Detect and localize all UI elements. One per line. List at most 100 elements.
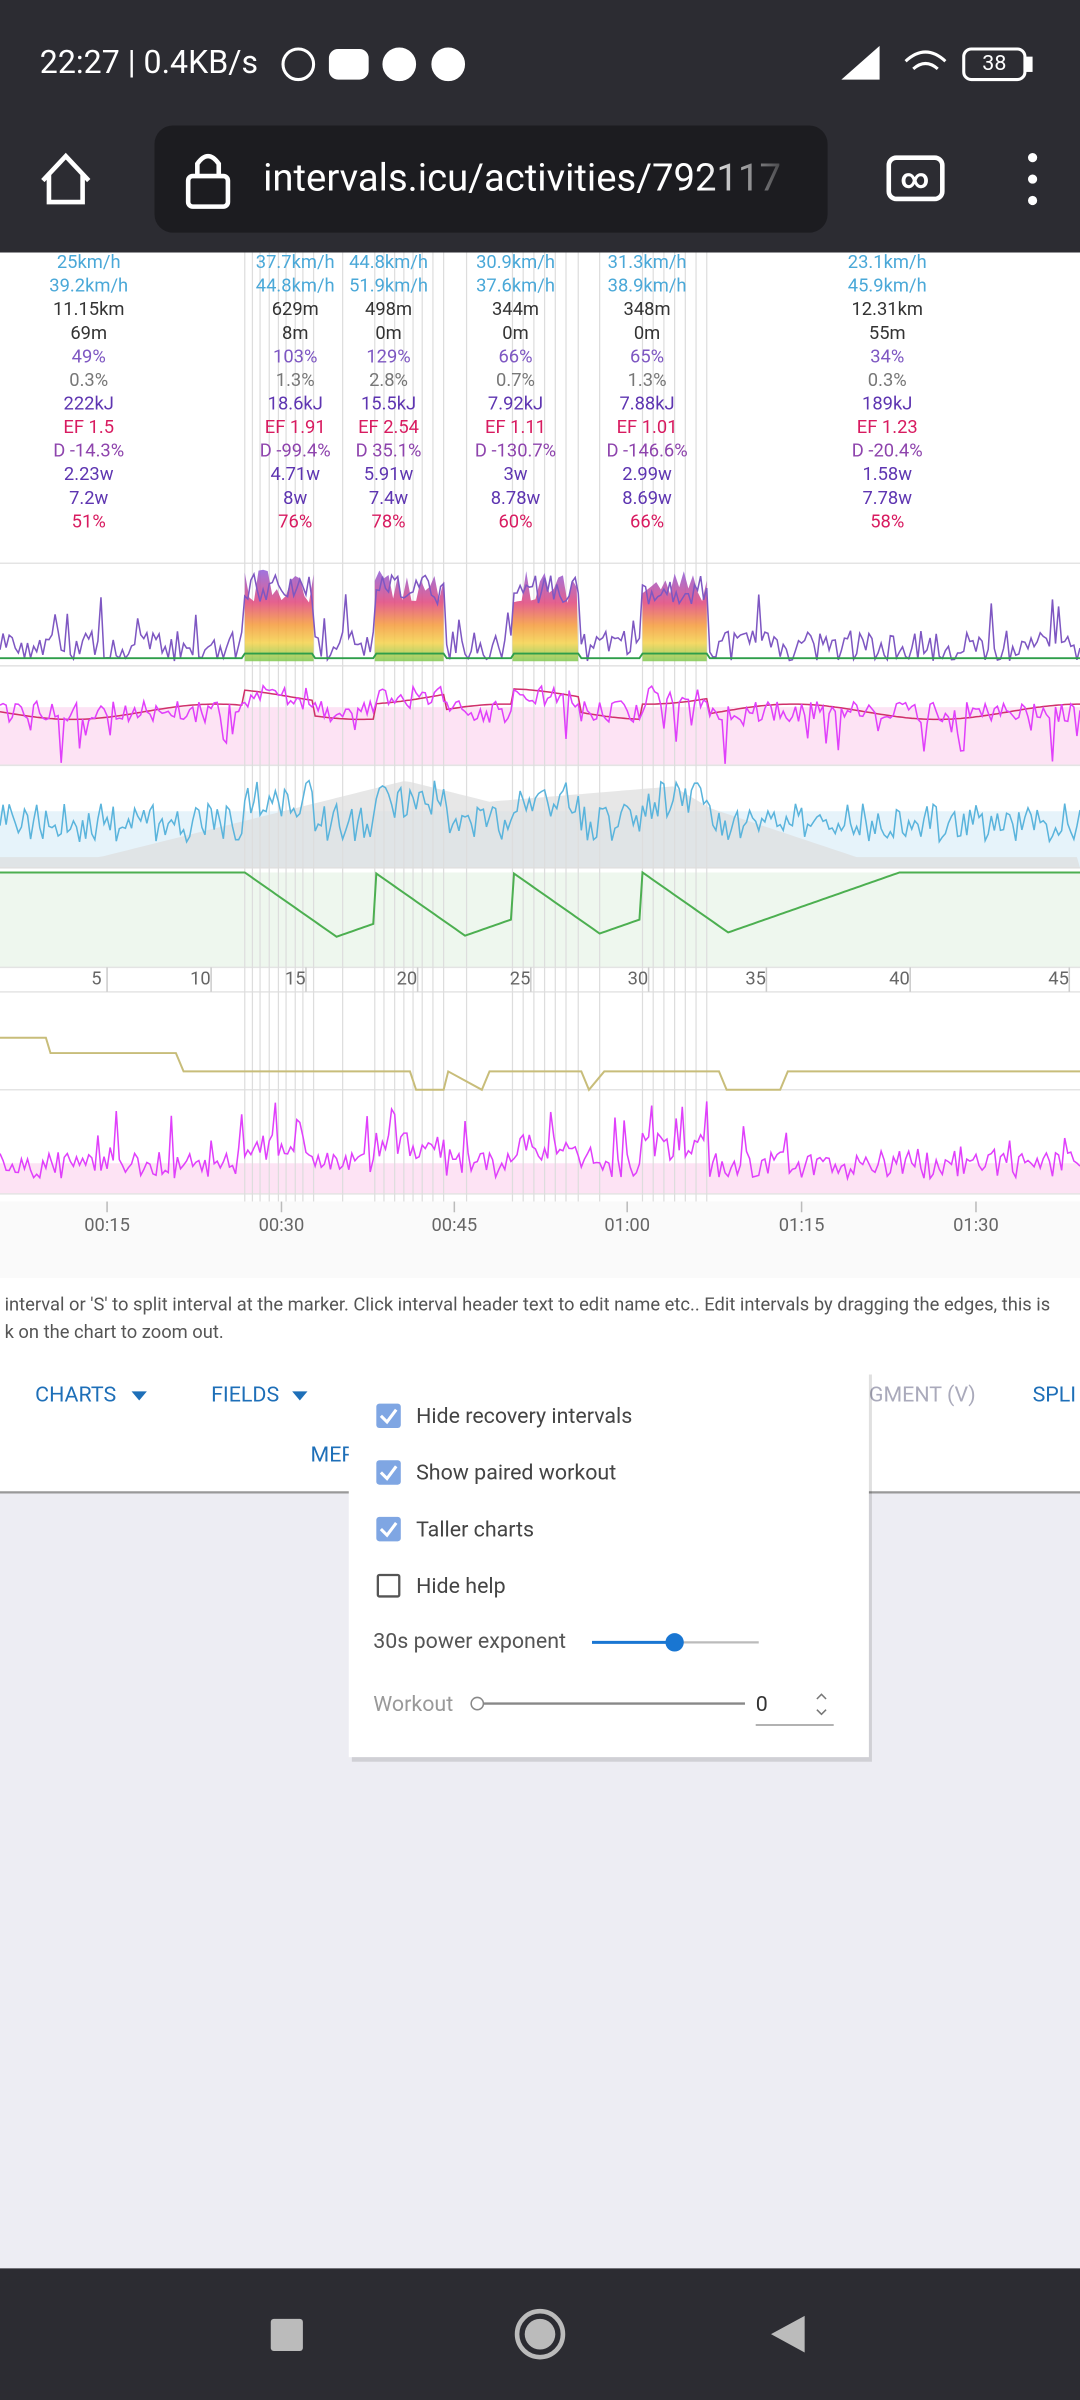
interval-stat: EF 1.23 (857, 417, 918, 438)
distance-tick-label: 10 (190, 968, 211, 989)
fields-menu[interactable]: FIELDS (211, 1383, 279, 1408)
interval-stat: 2.99w (622, 464, 672, 485)
interval-stat: 189kJ (862, 394, 912, 415)
back-button[interactable] (770, 2315, 805, 2353)
home-button[interactable] (41, 152, 91, 205)
interval-stat: 45.9km/h (848, 276, 927, 297)
interval-stat: 37.6km/h (476, 276, 555, 297)
cadence-line (0, 1036, 1080, 1092)
interval-stat: 25km/h (57, 252, 121, 273)
interval-stat: 344m (492, 299, 539, 320)
checkbox[interactable] (376, 1573, 401, 1598)
interval-stat: 498m (365, 299, 412, 320)
battery: 38 (982, 51, 1006, 76)
interval-stat: 7.88kJ (619, 394, 674, 415)
checkmark (379, 1522, 398, 1538)
distance-tick-label: 45 (1048, 968, 1069, 989)
interval-stat: 51% (72, 511, 106, 532)
interval-stat: 31.3km/h (608, 252, 687, 273)
slider-thumb[interactable] (665, 1633, 684, 1652)
interval-stat: D -99.4% (260, 441, 331, 462)
interval-stat: 66% (630, 511, 664, 532)
interval-stat: 7.78w (862, 488, 912, 509)
interval-stat: 39.2km/h (49, 276, 128, 297)
interval-stat: 5.91w (364, 464, 414, 485)
interval-stat: D 35.1% (356, 441, 422, 462)
interval-stat: 44.8km/h (256, 276, 335, 297)
interval-stat: D -130.7% (475, 441, 556, 462)
workout-thumb[interactable] (470, 1696, 485, 1711)
interval-stat: 348m (624, 299, 671, 320)
power-interval (512, 571, 579, 662)
interval-stat: D -14.3% (53, 441, 124, 462)
time-tick-label: 01:15 (779, 1215, 825, 1236)
interval-stat: 0.7% (496, 370, 535, 391)
interval-stat: 8.78w (491, 488, 541, 509)
interval-stat: 7.4w (369, 488, 408, 509)
distance-tick-label: 5 (91, 968, 101, 989)
interval-stat: 37.7km/h (256, 252, 335, 273)
tabs-button[interactable]: ∞ (886, 155, 945, 202)
elevation-area (0, 781, 1080, 868)
interval-stat: 30.9km/h (476, 252, 555, 273)
interval-stat: 7.92kJ (488, 394, 543, 415)
interval-stat: 0m (634, 323, 660, 344)
power-line (0, 571, 1080, 662)
interval-stat: 4.71w (270, 464, 320, 485)
checkbox[interactable] (376, 1516, 401, 1542)
interval-stat: 65% (630, 346, 664, 367)
interval-stat: 66% (498, 346, 532, 367)
recents-button[interactable] (270, 2318, 303, 2352)
time-tick-label: 00:45 (431, 1215, 477, 1236)
interval-stat: 23.1km/h (848, 252, 927, 273)
distance-tick-label: 35 (745, 968, 766, 989)
url-bar[interactable] (154, 125, 828, 233)
time-tick-label: 01:30 (953, 1215, 999, 1236)
charts-menu[interactable]: CHARTS (35, 1383, 116, 1408)
power-interval (642, 571, 707, 662)
interval-stat: 76% (278, 511, 312, 532)
interval-stat: 222kJ (64, 394, 114, 415)
interval-stat: 34% (870, 346, 904, 367)
interval-stat: 51.9km/h (349, 276, 428, 297)
spinner[interactable] (816, 1693, 827, 1716)
home-nav-button[interactable] (514, 2308, 566, 2360)
distance-tick-label: 30 (628, 968, 649, 989)
interval-stat: EF 1.91 (265, 417, 326, 438)
option-label: Hide help (416, 1574, 506, 1599)
interval-stat: 3w (503, 464, 527, 485)
interval-stat: 1.3% (276, 370, 315, 391)
option-label: Taller charts (416, 1517, 534, 1542)
interval-stat: 78% (372, 511, 406, 532)
interval-stat: 0m (502, 323, 528, 344)
dropdown-arrow (131, 1391, 147, 1401)
time-tick-label: 00:30 (259, 1215, 305, 1236)
interval-stat: 1.3% (628, 370, 667, 391)
merge-button[interactable]: MER (311, 1442, 355, 1467)
interval-stat: D -146.6% (606, 441, 687, 462)
lock-icon (185, 153, 231, 209)
interval-stat: 69m (70, 323, 107, 344)
chart-footer (0, 1201, 1080, 1279)
slider-label: 30s power exponent (373, 1629, 566, 1654)
interval-stat: 0.3% (69, 370, 108, 391)
options: Hide recovery intervals Show paired worko… (376, 1403, 632, 1599)
interval-stat: 1.58w (862, 464, 912, 485)
checkbox[interactable] (376, 1460, 401, 1485)
checkbox[interactable] (376, 1403, 401, 1429)
interval-stat: 58% (870, 511, 904, 532)
charts: 5 10 15 20 25 30 35 40 45 00:15 00:30 00:45 01:00 01:… (0, 252, 1080, 1236)
interval-stat: D -20.4% (852, 441, 923, 462)
workout-value[interactable]: 0 (756, 1692, 768, 1717)
split-button[interactable]: SPLI (1033, 1383, 1077, 1408)
segment-button[interactable]: GMENT (V) (869, 1383, 976, 1408)
interval-stat: EF 2.54 (358, 417, 419, 438)
interval-stat: EF 1.5 (63, 417, 114, 438)
interval-stat: 18.6kJ (268, 394, 323, 415)
interval-stat: 11.15km (53, 299, 125, 320)
options-popup (348, 1369, 869, 1758)
interval-stat: EF 1.11 (485, 417, 546, 438)
menu-button[interactable] (1027, 153, 1038, 206)
